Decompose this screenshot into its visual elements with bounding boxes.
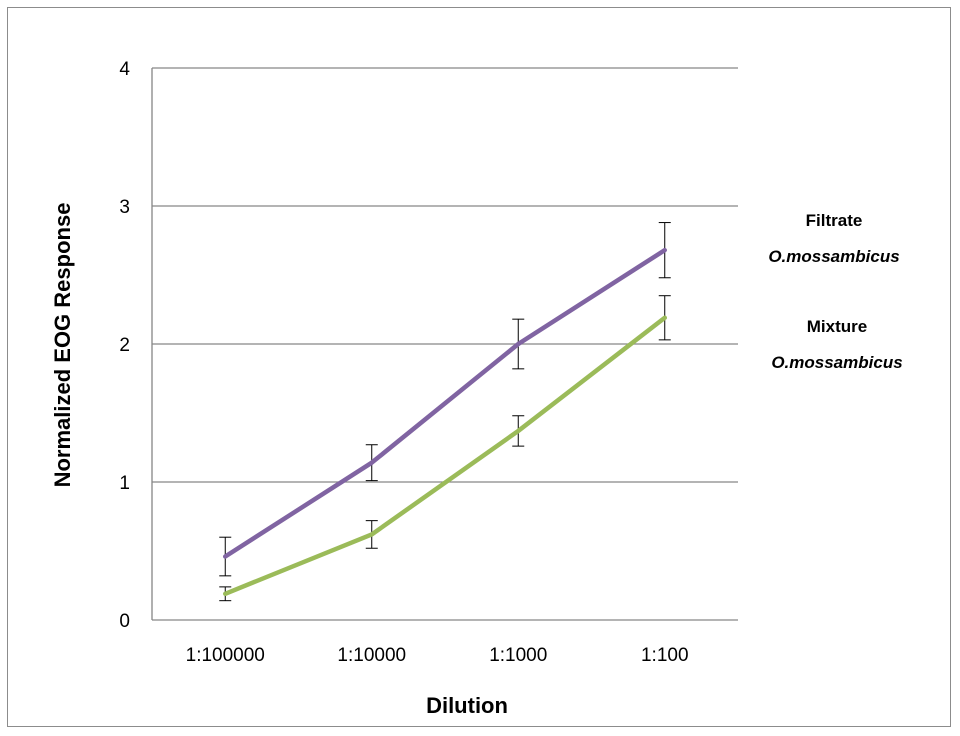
series-line <box>223 247 667 559</box>
y-tick-label: 3 <box>119 197 130 218</box>
series-label-mixture: Mixture <box>807 317 867 336</box>
series-line <box>223 315 667 597</box>
series-label-filtrate-species: O.mossambicus <box>768 247 899 266</box>
series-label-mixture-species: O.mossambicus <box>771 353 902 372</box>
gridlines <box>151 67 738 621</box>
series-lines <box>223 247 667 597</box>
x-axis-title: Dilution <box>426 693 508 718</box>
y-tick-label: 2 <box>119 335 130 356</box>
x-tick-label: 1:1000 <box>489 645 547 666</box>
x-tick-label: 1:100000 <box>186 645 265 666</box>
error-bars <box>219 222 671 602</box>
series-label-filtrate: Filtrate <box>806 211 863 230</box>
y-tick-labels: 0 1 2 3 4 <box>119 59 130 632</box>
y-tick-label: 1 <box>119 473 130 494</box>
y-tick-label: 0 <box>119 611 130 632</box>
y-axis-title: Normalized EOG Response <box>50 203 75 488</box>
x-tick-labels: 1:100000 1:10000 1:1000 1:100 <box>186 645 689 666</box>
x-tick-label: 1:10000 <box>337 645 406 666</box>
chart-frame <box>7 7 951 727</box>
y-tick-label: 4 <box>119 59 130 80</box>
x-tick-label: 1:100 <box>641 645 689 666</box>
